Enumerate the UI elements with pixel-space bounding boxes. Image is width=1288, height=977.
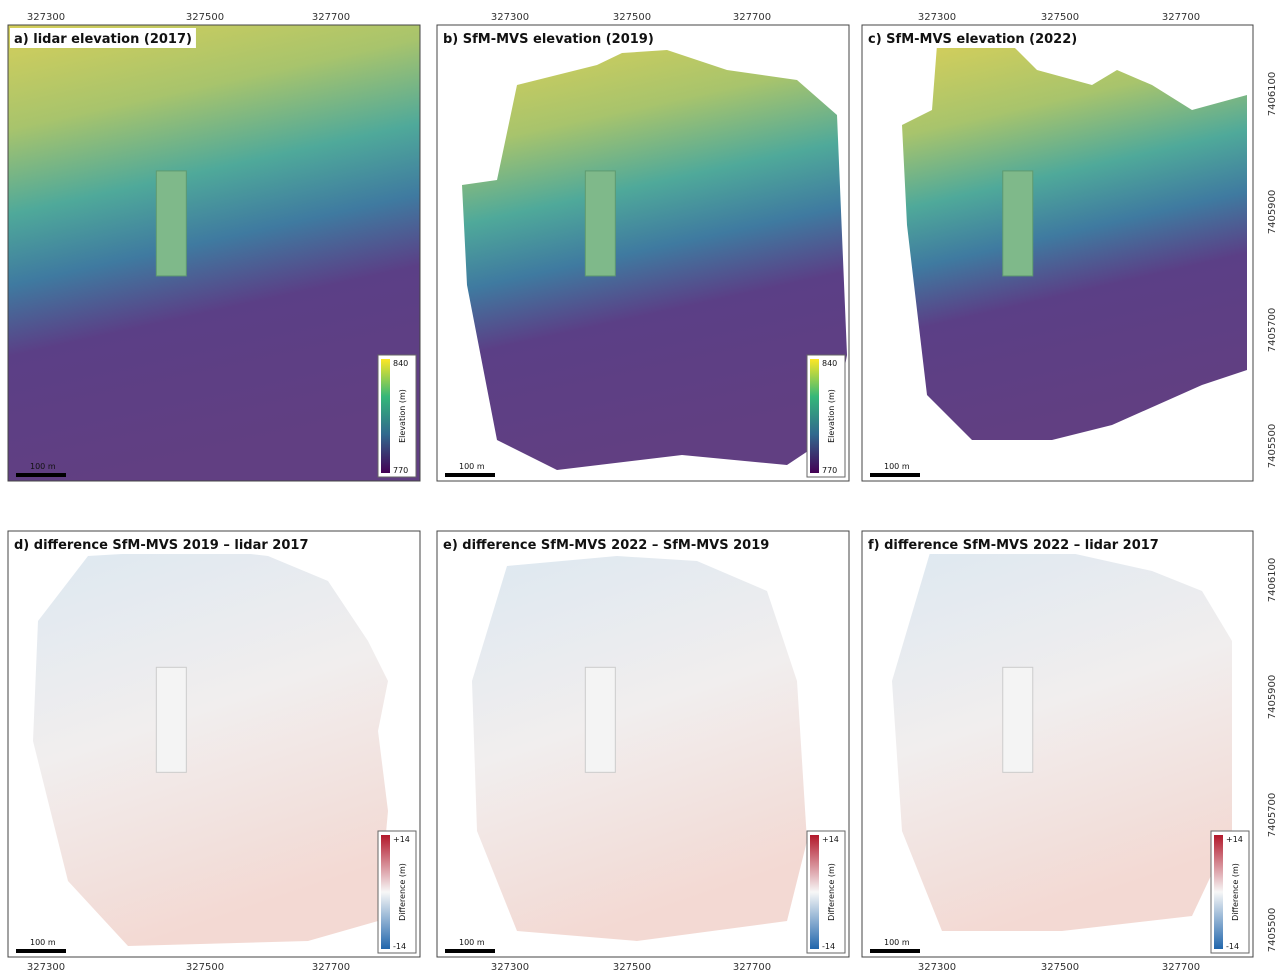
- x-tick-label: 327500: [186, 12, 224, 23]
- map-raster: [462, 50, 847, 470]
- x-tick-label: 327300: [918, 962, 956, 973]
- map-feature: [1002, 666, 1034, 773]
- x-tick-label: 327700: [1162, 962, 1200, 973]
- panel-title: e) difference SfM-MVS 2022 – SfM-MVS 201…: [443, 538, 769, 553]
- map-panel: c) SfM-MVS elevation (2022) 100 m: [861, 24, 1254, 482]
- title-background: [10, 28, 196, 48]
- map-panel: d) difference SfM-MVS 2019 – lidar 2017 1…: [7, 530, 421, 958]
- colorbar: [381, 359, 390, 473]
- title-background: [439, 28, 658, 48]
- x-tick-label: 327700: [733, 962, 771, 973]
- map-raster: [892, 546, 1232, 931]
- title-background: [864, 28, 1082, 48]
- x-tick-label: 327300: [27, 962, 65, 973]
- x-tick-label: 327500: [1041, 12, 1079, 23]
- x-tick-label: 327300: [27, 12, 65, 23]
- colorbar-min: 770: [822, 466, 837, 475]
- colorbar-max: 840: [393, 359, 408, 368]
- y-tick-label: 7405500: [1267, 908, 1278, 953]
- map-raster: [472, 556, 807, 941]
- map-raster: [8, 25, 420, 481]
- map-panel: b) SfM-MVS elevation (2019) 100 m 840 770 El…: [436, 24, 850, 482]
- y-tick-label: 7405900: [1267, 675, 1278, 720]
- x-tick-label: 327700: [312, 12, 350, 23]
- frame: [436, 24, 850, 482]
- frame: [7, 24, 421, 482]
- y-tick-label: 7405700: [1267, 308, 1278, 353]
- frame: [861, 24, 1254, 482]
- colorbar-label: Difference (m): [827, 863, 836, 921]
- map-raster: [33, 549, 388, 946]
- colorbar: [1214, 835, 1223, 949]
- colorbar-label: Difference (m): [1231, 863, 1240, 921]
- scale-bar-label: 100 m: [884, 938, 910, 947]
- scale-bar-label: 100 m: [459, 938, 485, 947]
- colorbar-max: +14: [393, 835, 410, 844]
- colorbar-min: -14: [822, 942, 835, 951]
- colorbar-label: Difference (m): [398, 863, 407, 921]
- colorbar-min: -14: [393, 942, 406, 951]
- title-background: [439, 534, 774, 554]
- y-tick-label: 7405500: [1267, 424, 1278, 469]
- frame: [7, 530, 421, 958]
- y-tick-label: 7406100: [1267, 558, 1278, 603]
- scale-bar-label: 100 m: [884, 462, 910, 471]
- map-feature: [584, 170, 616, 277]
- panel-title: a) lidar elevation (2017): [14, 32, 192, 47]
- x-tick-label: 327700: [1162, 12, 1200, 23]
- scale-bar-label: 100 m: [459, 462, 485, 471]
- frame: [861, 530, 1254, 958]
- x-tick-label: 327700: [312, 962, 350, 973]
- x-tick-label: 327500: [186, 962, 224, 973]
- scale-bar-label: 100 m: [30, 938, 56, 947]
- map-feature: [155, 666, 187, 773]
- colorbar-min: -14: [1226, 942, 1239, 951]
- y-tick-label: 7406100: [1267, 72, 1278, 117]
- colorbar-label: Elevation (m): [398, 389, 407, 443]
- map-feature: [584, 666, 616, 773]
- map-panel: e) difference SfM-MVS 2022 – SfM-MVS 201…: [436, 530, 850, 958]
- colorbar-max: +14: [822, 835, 839, 844]
- colorbar: [381, 835, 390, 949]
- x-tick-label: 327500: [613, 962, 651, 973]
- y-tick-label: 7405900: [1267, 190, 1278, 235]
- colorbar-label: Elevation (m): [827, 389, 836, 443]
- x-tick-label: 327700: [733, 12, 771, 23]
- colorbar-max: 840: [822, 359, 837, 368]
- frame: [436, 530, 850, 958]
- map-panel: a) lidar elevation (2017) 100 m 840 770 Elev…: [7, 24, 421, 482]
- title-background: [10, 534, 313, 554]
- panel-title: f) difference SfM-MVS 2022 – lidar 2017: [868, 538, 1159, 553]
- x-tick-label: 327500: [1041, 962, 1079, 973]
- colorbar: [810, 835, 819, 949]
- map-feature: [155, 170, 187, 277]
- scale-bar-label: 100 m: [30, 462, 56, 471]
- map-feature: [1002, 170, 1034, 277]
- x-tick-label: 327300: [918, 12, 956, 23]
- colorbar-min: 770: [393, 466, 408, 475]
- y-tick-label: 7405700: [1267, 793, 1278, 838]
- x-tick-label: 327500: [613, 12, 651, 23]
- x-tick-label: 327300: [491, 12, 529, 23]
- map-raster: [902, 45, 1247, 440]
- colorbar: [810, 359, 819, 473]
- x-tick-label: 327300: [491, 962, 529, 973]
- panel-title: b) SfM-MVS elevation (2019): [443, 32, 654, 47]
- map-panel: f) difference SfM-MVS 2022 – lidar 2017 1…: [861, 530, 1254, 958]
- colorbar-max: +14: [1226, 835, 1243, 844]
- title-background: [864, 534, 1163, 554]
- panel-title: c) SfM-MVS elevation (2022): [868, 32, 1077, 47]
- panel-title: d) difference SfM-MVS 2019 – lidar 2017: [14, 538, 309, 553]
